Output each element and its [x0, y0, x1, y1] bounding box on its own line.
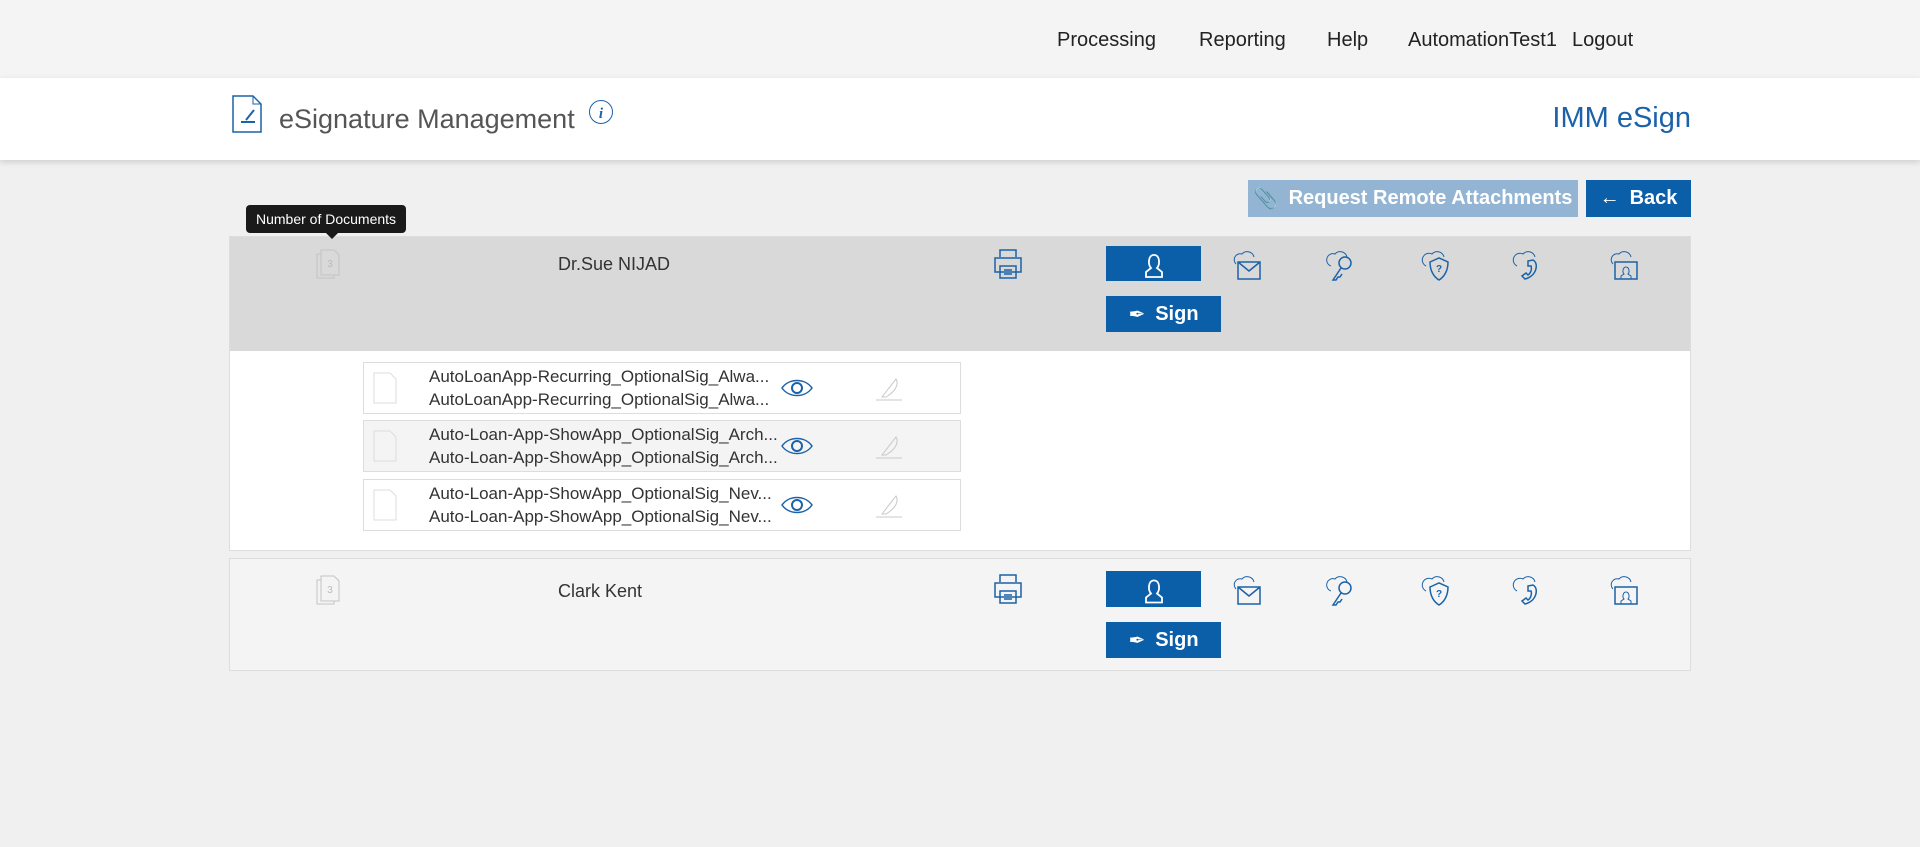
cloud-id-icon[interactable] — [1607, 248, 1641, 282]
brand-name: IMM eSign — [1552, 102, 1691, 134]
document-row[interactable]: AutoLoanApp-Recurring_OptionalSig_Alwa..… — [363, 362, 961, 414]
nav-user[interactable]: AutomationTest1 — [1408, 29, 1557, 51]
cloud-security-question-icon[interactable]: ? — [1420, 248, 1454, 282]
cloud-email-icon[interactable] — [1230, 573, 1264, 607]
signer-card: 3 Dr.Sue NIJAD ? ✒ Sign AutoLoanApp-Recur… — [229, 236, 1691, 551]
page-header: eSignature Management i IMM eSign — [0, 78, 1920, 160]
sign-document-icon — [876, 436, 902, 459]
back-button[interactable]: ← Back — [1586, 180, 1691, 217]
in-person-button[interactable] — [1106, 571, 1201, 607]
nav-reporting[interactable]: Reporting — [1199, 29, 1286, 51]
signer-card: 3 Clark Kent ? ✒ Sign — [229, 558, 1691, 671]
svg-text:?: ? — [1436, 589, 1442, 600]
sign-button[interactable]: ✒ Sign — [1106, 296, 1221, 332]
person-icon — [1145, 579, 1163, 604]
svg-text:3: 3 — [327, 585, 333, 596]
person-icon — [1145, 254, 1163, 278]
svg-text:3: 3 — [327, 259, 333, 270]
sign-document-icon — [876, 378, 902, 401]
svg-text:?: ? — [1436, 264, 1442, 275]
pen-icon: ✒ — [1128, 629, 1146, 652]
request-remote-attachments-button[interactable]: 📎 Request Remote Attachments — [1248, 180, 1578, 217]
file-icon — [373, 430, 397, 462]
cloud-phone-icon[interactable] — [1511, 573, 1545, 607]
view-eye-icon[interactable] — [781, 494, 813, 516]
printer-icon[interactable] — [992, 248, 1024, 280]
top-nav: Processing Reporting Help AutomationTest… — [0, 0, 1920, 78]
signer-header: 3 Dr.Sue NIJAD ? ✒ Sign — [230, 237, 1690, 351]
cloud-security-question-icon[interactable]: ? — [1420, 573, 1454, 607]
tooltip-number-of-documents: Number of Documents — [246, 205, 407, 239]
arrow-left-icon: ← — [1599, 187, 1620, 209]
file-icon — [373, 489, 397, 521]
info-icon[interactable]: i — [588, 99, 614, 125]
in-person-button[interactable] — [1106, 246, 1201, 281]
nav-help[interactable]: Help — [1327, 29, 1369, 51]
view-eye-icon[interactable] — [781, 377, 813, 399]
signer-name: Clark Kent — [558, 581, 643, 601]
esignature-doc-icon — [232, 95, 262, 133]
cloud-phone-icon[interactable] — [1511, 248, 1545, 282]
svg-text:i: i — [599, 106, 604, 122]
sign-document-icon — [876, 495, 902, 518]
view-eye-icon[interactable] — [781, 435, 813, 457]
printer-icon[interactable] — [992, 573, 1024, 605]
cloud-key-icon[interactable] — [1323, 573, 1357, 607]
cloud-email-icon[interactable] — [1230, 248, 1264, 282]
file-icon — [373, 372, 397, 404]
signer-name: Dr.Sue NIJAD — [558, 254, 671, 274]
document-row[interactable]: Auto-Loan-App-ShowApp_OptionalSig_Arch..… — [363, 420, 961, 472]
sign-button[interactable]: ✒ Sign — [1106, 622, 1221, 658]
pen-icon: ✒ — [1128, 303, 1146, 326]
paperclip-icon: 📎 — [1253, 188, 1279, 210]
document-row[interactable]: Auto-Loan-App-ShowApp_OptionalSig_Nev...… — [363, 479, 961, 531]
cloud-id-icon[interactable] — [1607, 573, 1641, 607]
nav-logout[interactable]: Logout — [1572, 29, 1634, 51]
documents-count-icon: 3 — [316, 575, 340, 605]
documents-count-icon: 3 — [316, 249, 340, 279]
page-title: eSignature Management — [279, 104, 575, 134]
cloud-key-icon[interactable] — [1323, 248, 1357, 282]
nav-processing[interactable]: Processing — [1057, 29, 1156, 51]
